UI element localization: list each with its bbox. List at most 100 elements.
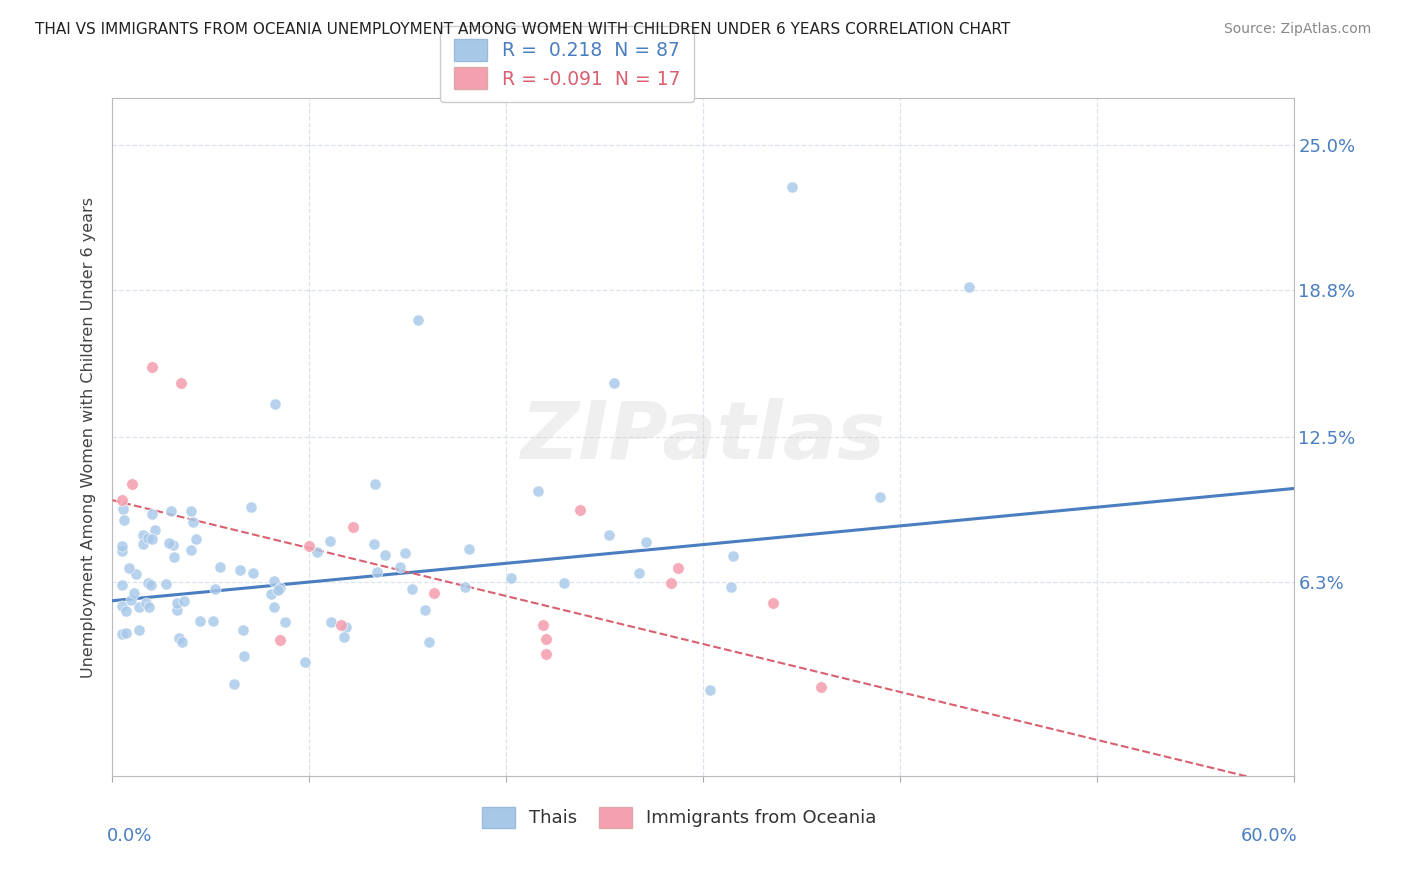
- Point: [298, 539, 321, 553]
- Point: [366, 565, 388, 579]
- Point: [160, 504, 183, 518]
- Point: [598, 527, 620, 541]
- Point: [139, 577, 162, 591]
- Point: [260, 586, 283, 600]
- Point: [118, 561, 141, 575]
- Point: [553, 576, 575, 591]
- Point: [155, 577, 177, 591]
- Y-axis label: Unemployment Among Women with Children Under 6 years: Unemployment Among Women with Children U…: [80, 196, 96, 678]
- Point: [457, 542, 479, 557]
- Point: [388, 559, 411, 574]
- Point: [229, 563, 252, 577]
- Point: [141, 507, 163, 521]
- Point: [173, 593, 195, 607]
- Point: [233, 648, 256, 663]
- Point: [201, 615, 224, 629]
- Text: ZIPatlas: ZIPatlas: [520, 398, 886, 476]
- Text: 0.0%: 0.0%: [107, 827, 152, 845]
- Point: [111, 493, 134, 508]
- Point: [181, 516, 204, 530]
- Point: [267, 583, 290, 598]
- Point: [115, 604, 138, 618]
- Text: 60.0%: 60.0%: [1240, 827, 1298, 845]
- Point: [319, 615, 342, 629]
- Point: [143, 524, 166, 538]
- Point: [166, 603, 188, 617]
- Point: [128, 623, 150, 637]
- Point: [242, 566, 264, 581]
- Point: [141, 359, 163, 374]
- Point: [141, 532, 163, 546]
- Point: [231, 624, 253, 638]
- Point: [170, 376, 193, 391]
- Text: Source: ZipAtlas.com: Source: ZipAtlas.com: [1223, 22, 1371, 37]
- Point: [568, 503, 591, 517]
- Point: [263, 574, 285, 589]
- Point: [263, 600, 285, 615]
- Point: [668, 561, 690, 575]
- Point: [124, 586, 146, 600]
- Point: [120, 593, 142, 607]
- Point: [762, 596, 785, 610]
- Point: [957, 280, 980, 294]
- Point: [111, 544, 134, 558]
- Point: [333, 630, 356, 644]
- Point: [269, 633, 291, 648]
- Point: [342, 520, 364, 534]
- Point: [162, 538, 184, 552]
- Point: [329, 618, 352, 632]
- Point: [112, 513, 135, 527]
- Point: [184, 532, 207, 546]
- Point: [294, 655, 316, 669]
- Point: [157, 536, 180, 550]
- Point: [131, 527, 153, 541]
- Point: [240, 500, 263, 515]
- Point: [111, 539, 134, 553]
- Point: [869, 490, 891, 504]
- Point: [603, 376, 626, 391]
- Point: [423, 585, 446, 599]
- Point: [138, 576, 160, 591]
- Point: [264, 397, 287, 411]
- Point: [536, 632, 558, 646]
- Point: [319, 534, 342, 549]
- Point: [209, 560, 232, 574]
- Point: [720, 580, 742, 594]
- Point: [363, 477, 385, 491]
- Point: [166, 596, 188, 610]
- Point: [138, 599, 160, 614]
- Point: [274, 615, 297, 630]
- Point: [172, 634, 194, 648]
- Text: THAI VS IMMIGRANTS FROM OCEANIA UNEMPLOYMENT AMONG WOMEN WITH CHILDREN UNDER 6 Y: THAI VS IMMIGRANTS FROM OCEANIA UNEMPLOY…: [35, 22, 1011, 37]
- Point: [222, 676, 245, 690]
- Point: [454, 580, 477, 594]
- Point: [269, 581, 291, 595]
- Point: [413, 603, 436, 617]
- Point: [394, 545, 416, 559]
- Point: [111, 627, 134, 641]
- Point: [406, 313, 429, 327]
- Point: [401, 582, 423, 596]
- Point: [163, 550, 186, 565]
- Point: [374, 548, 396, 562]
- Point: [135, 596, 157, 610]
- Point: [112, 501, 135, 516]
- Point: [167, 631, 190, 645]
- Point: [131, 537, 153, 551]
- Point: [188, 615, 211, 629]
- Point: [180, 504, 202, 518]
- Point: [501, 571, 523, 585]
- Point: [121, 476, 143, 491]
- Point: [136, 531, 159, 545]
- Point: [335, 620, 357, 634]
- Point: [526, 483, 548, 498]
- Point: [628, 566, 651, 580]
- Point: [111, 578, 134, 592]
- Point: [634, 535, 657, 549]
- Point: [780, 180, 803, 194]
- Point: [204, 582, 226, 597]
- Point: [659, 576, 682, 591]
- Point: [699, 683, 721, 698]
- Point: [180, 543, 202, 558]
- Point: [111, 599, 134, 614]
